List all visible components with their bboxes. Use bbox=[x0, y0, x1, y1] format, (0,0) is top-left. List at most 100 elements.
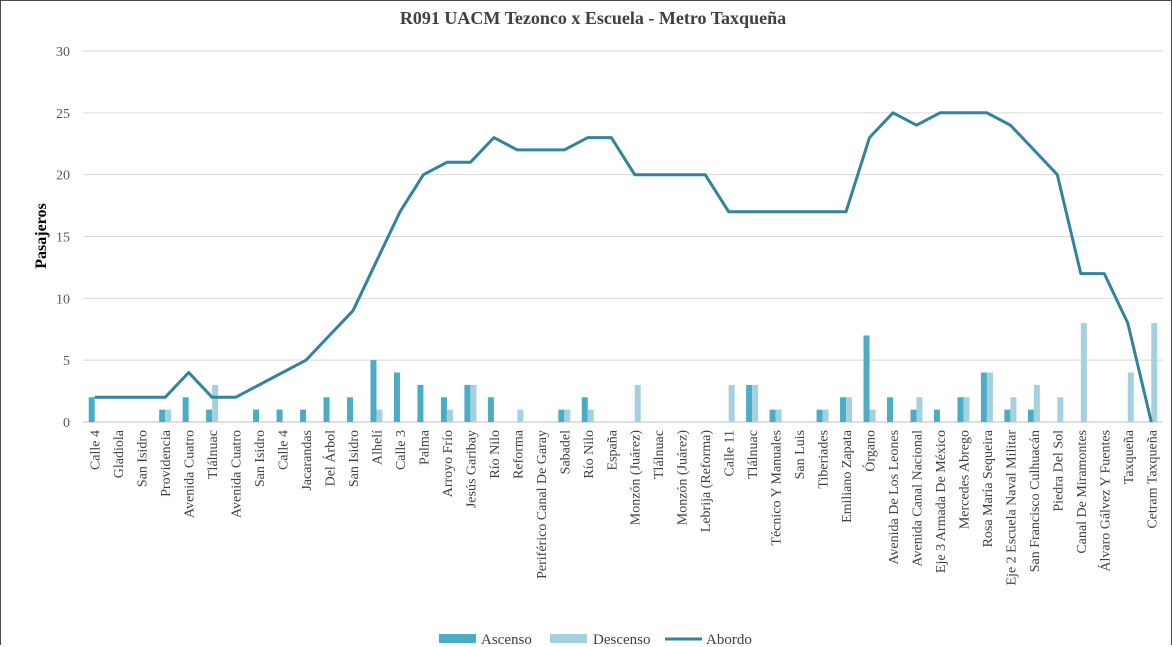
x-tick-label: San Luis bbox=[793, 430, 808, 479]
bar-ascenso bbox=[1027, 409, 1034, 422]
abordo-line-layer bbox=[94, 111, 1153, 423]
x-tick-label: Palma bbox=[417, 429, 432, 465]
bar-descenso bbox=[564, 409, 571, 422]
bar-ascenso bbox=[347, 397, 353, 422]
y-tick-label: 0 bbox=[63, 416, 70, 431]
bar-descenso bbox=[822, 409, 829, 422]
bars bbox=[88, 323, 1158, 422]
x-tick-label: Arroyo Frío bbox=[441, 430, 456, 497]
bar-ascenso bbox=[887, 397, 893, 422]
y-tick-label: 5 bbox=[63, 354, 70, 369]
bar-descenso bbox=[1010, 397, 1017, 422]
bar-ascenso bbox=[957, 397, 964, 422]
x-tick-label: Eje 2 Escuela Naval Militar bbox=[1004, 430, 1019, 586]
bar-descenso bbox=[470, 384, 477, 422]
legend-swatch-descenso bbox=[550, 634, 587, 643]
bar-ascenso bbox=[980, 372, 987, 422]
x-tick-label: San Isidro bbox=[347, 430, 362, 487]
bar-ascenso bbox=[323, 397, 330, 422]
x-tick-label: Rosa María Sequeira bbox=[981, 429, 996, 547]
x-tick-label: Calle 11 bbox=[723, 430, 738, 477]
bar-ascenso bbox=[440, 397, 447, 422]
bar-descenso bbox=[587, 409, 594, 422]
bar-ascenso bbox=[159, 409, 166, 422]
x-tick-label: Alhelí bbox=[370, 430, 385, 465]
x-tick-label: Jesús Garibay bbox=[464, 430, 479, 508]
x-tick-label: Avenida De Los Leones bbox=[887, 430, 902, 565]
x-tick-label: Eje 3 Armada De México bbox=[934, 430, 949, 573]
x-tick-labels: Calle 4 Gladiola San Isidro Providencia Aven… bbox=[89, 429, 1161, 585]
y-tick-label: 15 bbox=[56, 231, 70, 246]
bar-ascenso bbox=[769, 409, 776, 422]
bar-ascenso bbox=[300, 409, 307, 422]
bar-ascenso bbox=[206, 409, 213, 422]
x-tick-label: Río Nilo bbox=[582, 430, 597, 479]
x-tick-label: Cetram Taxqueña bbox=[1145, 429, 1160, 528]
bar-descenso bbox=[446, 409, 453, 422]
bar-ascenso bbox=[253, 409, 260, 422]
abordo-line bbox=[94, 111, 1153, 423]
x-tick-label: Calle 3 bbox=[394, 430, 409, 470]
bar-ascenso bbox=[933, 409, 940, 422]
x-tick-label: Canal De Miramontes bbox=[1075, 430, 1090, 554]
y-tick-label: 20 bbox=[56, 169, 70, 184]
bar-ascenso bbox=[863, 335, 870, 422]
x-tick-label: Técnico Y Manuales bbox=[770, 430, 785, 546]
x-tick-label: España bbox=[605, 429, 620, 470]
x-tick-label: Sabadel bbox=[558, 430, 573, 474]
bar-ascenso bbox=[276, 409, 283, 422]
bar-descenso bbox=[1151, 323, 1158, 422]
legend: Ascenso Descenso Abordo bbox=[439, 632, 752, 647]
bar-ascenso bbox=[910, 409, 917, 422]
x-tick-label: Jacarandas bbox=[300, 430, 315, 491]
bar-descenso bbox=[963, 397, 970, 422]
y-axis-label: Pasajeros bbox=[33, 203, 50, 268]
x-tick-label: Gladiola bbox=[112, 429, 127, 478]
x-tick-label: Órgano bbox=[862, 430, 879, 472]
x-tick-label: San Isidro bbox=[136, 430, 151, 487]
bar-descenso bbox=[775, 409, 782, 422]
x-tick-label: Mercedes Abrego bbox=[957, 430, 972, 529]
x-tick-label: Río Nilo bbox=[488, 430, 503, 479]
x-tick-label: Calle 4 bbox=[89, 430, 104, 470]
legend-label-abordo: Abordo bbox=[706, 632, 752, 647]
bar-ascenso bbox=[581, 397, 588, 422]
x-tick-label: Avenida Cuatro bbox=[183, 430, 198, 518]
x-tick-label: San Isidro bbox=[253, 430, 268, 487]
bar-descenso bbox=[1057, 397, 1064, 422]
bar-ascenso bbox=[746, 384, 753, 422]
x-tick-label: Calle 4 bbox=[277, 430, 292, 470]
y-tick-label: 30 bbox=[56, 45, 70, 60]
bar-ascenso bbox=[417, 384, 424, 422]
gridlines bbox=[83, 50, 1163, 423]
x-tick-label: Lebrija (Reforma) bbox=[699, 430, 714, 533]
bar-descenso bbox=[376, 409, 383, 422]
bar-descenso bbox=[1033, 384, 1040, 422]
bar-descenso bbox=[846, 397, 853, 422]
x-tick-label: Emiliano Zapata bbox=[840, 429, 855, 523]
bar-ascenso bbox=[393, 372, 400, 422]
x-tick-label: Reforma bbox=[511, 429, 526, 479]
bar-descenso bbox=[517, 409, 524, 422]
bar-descenso bbox=[165, 409, 172, 422]
bar-descenso bbox=[728, 384, 735, 422]
bar-ascenso bbox=[370, 360, 377, 422]
x-tick-label: Del Árbol bbox=[322, 430, 339, 486]
x-tick-label: Providencia bbox=[159, 429, 174, 497]
bar-descenso bbox=[752, 384, 759, 422]
y-tick-labels: 0 5 10 15 20 25 30 bbox=[56, 45, 70, 431]
x-tick-label: Monzón (Juárez) bbox=[676, 430, 691, 526]
y-tick-label: 25 bbox=[56, 107, 70, 122]
x-tick-label: Avenida Canal Nacional bbox=[910, 430, 925, 567]
bar-descenso bbox=[869, 409, 876, 422]
bar-ascenso bbox=[182, 397, 189, 422]
x-tick-label: Piedra Del Sol bbox=[1051, 430, 1066, 512]
bar-ascenso bbox=[816, 409, 823, 422]
bar-ascenso bbox=[1004, 409, 1011, 422]
x-tick-label: San Francisco Culhuacán bbox=[1028, 430, 1043, 572]
bar-ascenso bbox=[487, 397, 494, 422]
x-tick-label: Periférico Canal De Garay bbox=[535, 430, 550, 579]
x-tick-label: Tiberiades bbox=[817, 430, 832, 489]
x-tick-label: Tlálnuac bbox=[652, 430, 667, 479]
